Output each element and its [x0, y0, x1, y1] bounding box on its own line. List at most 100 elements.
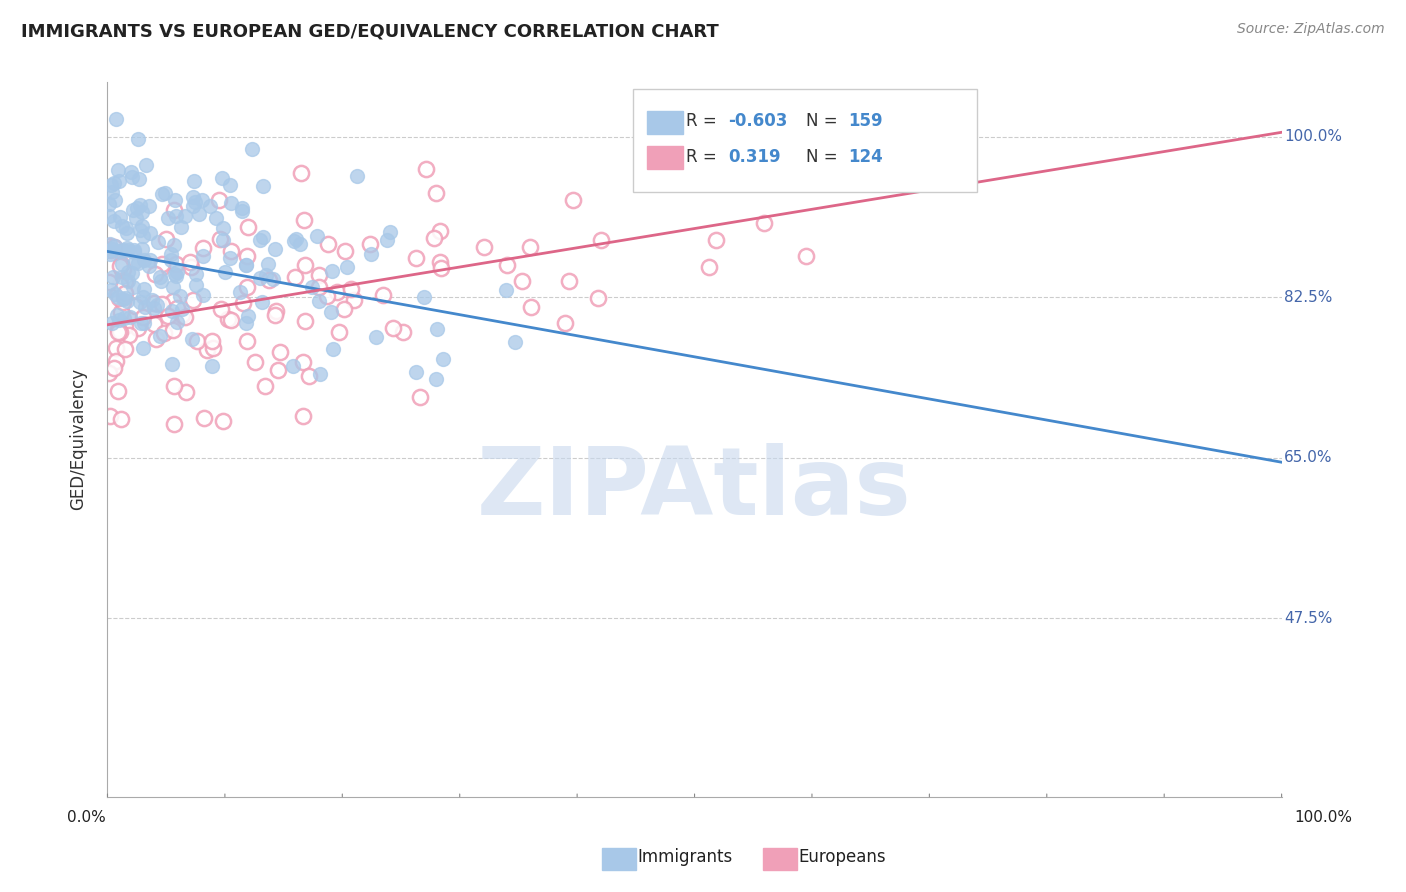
Point	[264, 304, 287, 318]
Point	[290, 237, 312, 252]
Point	[165, 210, 187, 224]
Point	[520, 300, 543, 314]
Point	[429, 224, 451, 238]
Point	[204, 211, 226, 225]
Text: Europeans: Europeans	[799, 848, 886, 866]
Point	[127, 131, 149, 145]
Point	[103, 176, 125, 190]
Point	[281, 359, 304, 373]
Point	[235, 258, 257, 272]
Point	[321, 305, 343, 319]
Point	[132, 290, 155, 304]
Point	[160, 304, 183, 318]
Text: 124: 124	[848, 148, 883, 166]
Point	[191, 249, 214, 263]
Point	[201, 334, 224, 348]
Point	[250, 294, 273, 309]
Point	[259, 273, 281, 287]
Point	[156, 211, 179, 226]
Point	[110, 257, 132, 271]
Point	[211, 170, 233, 185]
Point	[111, 269, 134, 284]
Point	[333, 244, 356, 258]
Point	[150, 296, 173, 310]
Text: -0.603: -0.603	[728, 112, 787, 130]
Point	[159, 252, 181, 267]
Point	[252, 179, 274, 194]
Point	[128, 222, 150, 236]
Text: R =: R =	[686, 148, 727, 166]
Text: N =: N =	[806, 148, 842, 166]
Point	[360, 247, 382, 261]
Point	[332, 301, 354, 316]
Point	[141, 293, 163, 307]
Point	[343, 293, 366, 307]
Point	[235, 249, 257, 263]
Point	[284, 269, 307, 284]
Point	[134, 316, 156, 330]
Point	[100, 178, 122, 193]
Point	[292, 409, 315, 424]
Point	[134, 281, 156, 295]
Point	[108, 278, 131, 293]
Point	[236, 334, 259, 348]
Point	[114, 285, 136, 300]
Point	[107, 289, 129, 303]
Point	[128, 172, 150, 186]
Point	[152, 326, 174, 340]
Point	[111, 261, 134, 276]
Point	[146, 298, 169, 312]
Point	[98, 367, 121, 381]
Point	[269, 345, 291, 359]
Text: 159: 159	[848, 112, 883, 130]
Point	[472, 240, 495, 254]
Point	[249, 271, 271, 285]
Point	[114, 275, 136, 289]
Point	[163, 417, 186, 432]
Point	[184, 194, 207, 209]
Point	[121, 266, 143, 280]
Text: 47.5%: 47.5%	[1284, 610, 1333, 625]
Point	[105, 112, 128, 126]
Point	[346, 169, 368, 183]
Point	[129, 316, 152, 330]
Text: N =: N =	[806, 112, 842, 130]
Point	[111, 295, 134, 310]
Point	[150, 187, 173, 202]
Point	[100, 243, 122, 257]
Point	[292, 354, 315, 368]
Point	[322, 342, 344, 356]
Point	[110, 219, 132, 233]
Point	[97, 209, 120, 223]
Point	[104, 286, 127, 301]
Point	[308, 294, 330, 309]
Point	[131, 242, 153, 256]
Point	[117, 264, 139, 278]
Point	[208, 232, 231, 246]
Point	[169, 289, 191, 303]
Point	[101, 243, 124, 257]
Point	[236, 280, 259, 294]
Point	[181, 293, 204, 307]
Point	[143, 317, 166, 331]
Point	[219, 244, 242, 259]
Point	[432, 351, 454, 366]
Point	[101, 185, 124, 199]
Point	[219, 313, 242, 327]
Point	[103, 214, 125, 228]
Text: 65.0%: 65.0%	[1284, 450, 1333, 465]
Point	[704, 233, 727, 247]
Point	[425, 186, 447, 201]
Point	[107, 287, 129, 301]
Point	[105, 308, 128, 322]
Point	[229, 285, 252, 299]
Point	[112, 289, 135, 303]
Text: Immigrants: Immigrants	[637, 848, 733, 866]
Point	[107, 384, 129, 399]
Point	[207, 193, 229, 207]
Point	[243, 355, 266, 369]
Point	[129, 197, 152, 211]
Point	[561, 193, 583, 207]
Point	[101, 270, 124, 285]
Text: 0.319: 0.319	[728, 148, 780, 166]
